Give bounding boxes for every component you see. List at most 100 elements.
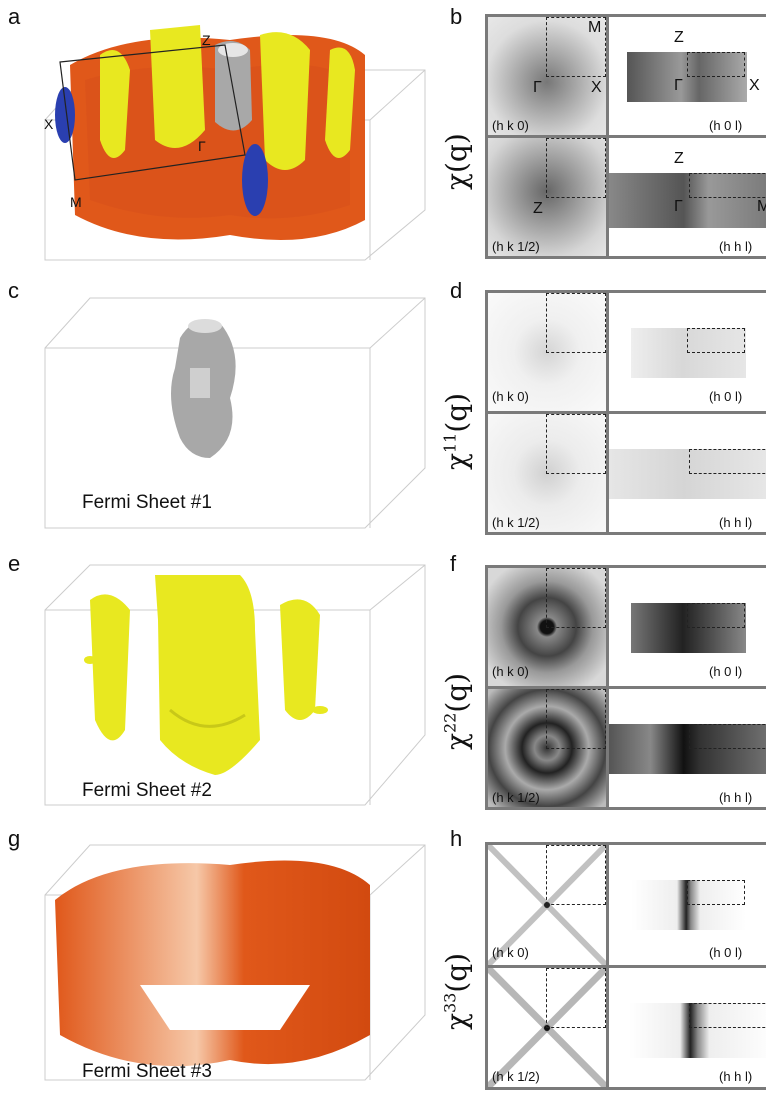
cell-b-hhl: Z Γ M (h h l) [609,138,766,256]
map-h-hhl [629,1003,766,1058]
bz-box-b-hk12 [546,138,606,198]
plane-label: (h k 1/2) [492,1069,540,1084]
divider [488,965,766,968]
chi-label-h: χ33(q) [440,953,473,1030]
panel-label-f: f [450,551,457,576]
cell-b-hk12: Z (h k 1/2) [488,138,606,256]
fermi-sheet-1-drawing [44,297,426,529]
plane-label: (h k 1/2) [492,239,540,254]
cell-f-hk12: (h k 1/2) [488,689,606,807]
bz-box-d-hk0 [546,293,606,353]
susceptibility-grid-b: M X Γ (h k 0) Z Γ X (h 0 l) Z (h k 1/2) … [485,14,766,259]
bz-box-f-h0l [687,603,745,628]
plane-label: (h 0 l) [709,945,743,960]
chi-label-h-sup: 33 [440,992,460,1014]
susceptibility-grid-h: (h k 0) (h 0 l) (h k 1/2) (h h l) [485,842,766,1090]
divider [606,17,609,256]
fermi-sheet-3-drawing [44,844,426,1081]
plane-label: (h k 0) [492,664,529,679]
fermi-sheet-2-drawing [44,564,426,806]
chi-label-f-tail: (q) [440,672,473,713]
plane-label: (h h l) [719,790,753,805]
fermi-surface-all-sheets: Z Γ X M [30,10,440,270]
point-x: X [591,79,602,96]
cell-h-h0l: (h 0 l) [609,845,766,965]
map-f-h0l [631,603,746,653]
fermi-sheet-3: Fermi Sheet #3 [30,835,440,1090]
bz-box-h-h0l [687,880,745,905]
cell-f-hk0: (h k 0) [488,568,606,686]
divider [488,135,766,138]
map-h-h0l [631,880,746,930]
cell-d-hhl: (h h l) [609,414,766,532]
plane-label: (h 0 l) [709,664,743,679]
fermi-surface-a-drawing [44,25,426,261]
chi-label-d-tail: (q) [440,392,473,433]
cell-b-h0l: Z Γ X (h 0 l) [609,17,766,135]
point-m: M [588,19,602,36]
m-point-label: M [70,194,82,210]
bz-box-h-hk0 [546,845,606,905]
point-z: Z [533,200,543,217]
bz-box-b-hk0 [546,17,606,77]
bz-box-f-hhl [689,724,766,749]
plane-label: (h h l) [719,1069,753,1084]
cell-d-hk12: (h k 1/2) [488,414,606,532]
fermi-sheet-1: Fermi Sheet #1 [30,288,440,543]
panel-label-d: d [450,278,463,303]
panel-label-a: a [8,4,21,29]
bz-box-d-hhl [689,449,766,474]
chi-label-f-sup: 22 [440,712,460,734]
chi-label-f-base: χ [440,733,473,750]
x-pattern-hk0 [488,845,606,965]
chi-label-d-base: χ [440,453,473,470]
map-f-hhl [609,724,766,774]
panel-label-b: b [450,4,463,29]
bz-box-f-hk0 [546,568,606,628]
point-gamma: Γ [674,77,683,94]
x-point-label: X [44,116,54,132]
divider [606,293,609,532]
cell-d-hk0: (h k 0) [488,293,606,411]
cell-h-hhl: (h h l) [609,968,766,1087]
plane-label: (h k 1/2) [492,790,540,805]
fermi-sheet-2: Fermi Sheet #2 [30,560,440,815]
map-d-hhl [609,449,766,499]
susceptibility-grid-d: (h k 0) (h 0 l) (h k 1/2) (h h l) [485,290,766,535]
z-point-label: Z [202,32,211,48]
plane-label: (h k 0) [492,945,529,960]
divider [488,411,766,414]
chi-label-d-sup: 11 [440,432,460,454]
bz-box-h-hhl [689,1003,766,1028]
point-m: M [757,198,766,215]
chi-label-b-text: χ(q) [440,133,473,190]
panel-label-e: e [8,551,21,576]
plane-label: (h h l) [719,515,753,530]
divider [488,686,766,689]
chi-label-f: χ22(q) [440,673,473,750]
panel-label-h: h [450,826,463,851]
gamma-point-label: Γ [198,138,206,154]
point-z: Z [674,150,684,167]
bz-box-b-h0l [687,52,745,77]
bz-box-h-hk12 [546,968,606,1028]
point-x: X [749,77,760,94]
divider [606,568,609,807]
chi-label-d: χ11(q) [440,393,473,470]
cell-d-h0l: (h 0 l) [609,293,766,411]
cell-f-hhl: (h h l) [609,689,766,807]
plane-label: (h k 0) [492,389,529,404]
point-z: Z [674,29,684,46]
cell-h-hk12: (h k 1/2) [488,968,606,1087]
bz-box-f-hk12 [546,689,606,749]
cell-h-hk0: (h k 0) [488,845,606,965]
cell-f-h0l: (h 0 l) [609,568,766,686]
plane-label: (h k 0) [492,118,529,133]
divider [606,845,609,1087]
susceptibility-grid-f: (h k 0) (h 0 l) (h k 1/2) (h h l) [485,565,766,810]
cell-b-hk0: M X Γ (h k 0) [488,17,606,135]
point-gamma: Γ [533,79,542,96]
panel-label-g: g [8,826,21,851]
chi-label-h-base: χ [440,1013,473,1030]
fermi-sheet-2-label: Fermi Sheet #2 [82,780,212,801]
